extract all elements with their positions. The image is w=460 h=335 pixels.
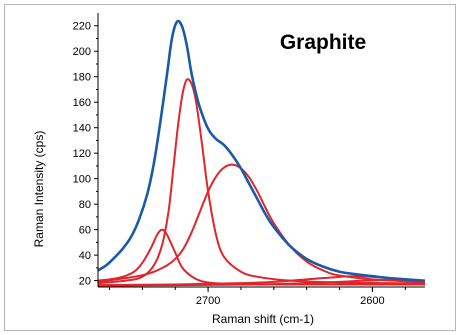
y-tick-label: 220 (73, 21, 91, 33)
y-tick-label: 200 (73, 46, 91, 58)
series-line-fit-3 (98, 163, 425, 283)
series-line-fit-2 (98, 78, 425, 285)
raman-spectrum-chart: 20 40 60 80 100 120 140 160 180 200 220 2700 2600 Gr… (32, 13, 425, 326)
series-layer (98, 19, 425, 287)
y-tick-label: 160 (73, 97, 91, 109)
y-tick-label: 80 (79, 199, 91, 211)
x-axis-title: Raman shift (cm-1) (212, 312, 314, 326)
y-tick-label: 60 (79, 225, 91, 237)
chart-title: Graphite (280, 31, 366, 54)
axes-layer: 20 40 60 80 100 120 140 160 180 200 220 2700 2600 (73, 13, 425, 307)
y-axis-title: Raman Intensity (cps) (32, 131, 46, 248)
y-tick-label: 180 (73, 72, 91, 84)
x-tick-label: 2600 (360, 295, 384, 307)
chart-frame: 20 40 60 80 100 120 140 160 180 200 220 2700 2600 Gr… (4, 4, 456, 331)
y-tick-label: 140 (73, 123, 91, 135)
y-tick-label: 120 (73, 148, 91, 160)
y-tick-label: 100 (73, 174, 91, 186)
y-tick-label: 40 (79, 250, 91, 262)
x-tick-label: 2700 (196, 295, 220, 307)
series-line-sum (98, 19, 425, 282)
y-tick-label: 20 (79, 276, 91, 288)
